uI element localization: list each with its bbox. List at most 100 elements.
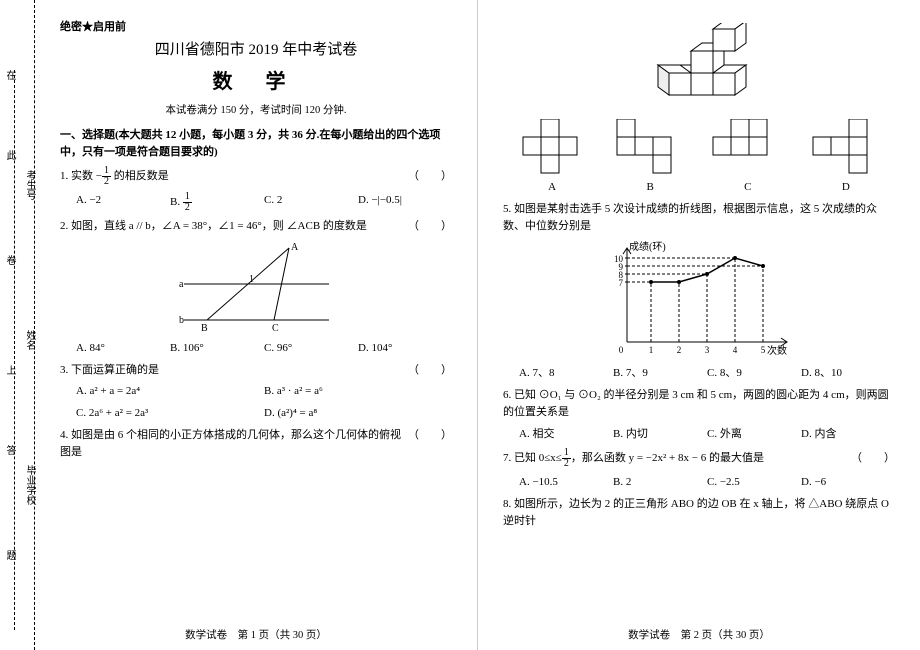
q4-paren: （ ）: [408, 427, 452, 444]
page-2: A B C D 5. 如图是某射击选手 5 次设计成绩的折线图，根据图示信息，这…: [478, 0, 920, 650]
q4-options-figure: [503, 119, 895, 179]
question-3: 3. 下面运算正确的是 （ ） A. a² + a = 2a⁴ B. a³ · …: [60, 362, 452, 422]
q7-opt-c: C. −2.5: [707, 474, 801, 491]
frac-1-2b: 12: [183, 192, 192, 213]
q1-paren: （ ）: [408, 168, 452, 185]
secret-label: 绝密★启用前: [60, 18, 452, 34]
q6-opt-b: B. 内切: [613, 426, 707, 443]
svg-text:a: a: [179, 279, 184, 290]
svg-text:A: A: [291, 242, 299, 253]
svg-text:5: 5: [761, 345, 766, 355]
q3-opt-b: B. a³ · a² = a⁶: [264, 383, 452, 400]
q7-post: ，那么函数 y = −2x² + 8x − 6 的最大值是: [571, 452, 764, 464]
q7-paren: （ ）: [851, 450, 895, 467]
footer-left: 数学试卷 第 1 页（共 30 页）: [35, 627, 477, 642]
ylabel: 成绩(环): [629, 240, 666, 253]
binding-margin: 在 此 卷 上 答 题 考生号 姓名 毕业学校: [0, 0, 35, 650]
pages-container: 绝密★启用前 四川省德阳市 2019 年中考试卷 数 学 本试卷满分 150 分…: [35, 0, 920, 650]
title: 四川省德阳市 2019 年中考试卷: [60, 38, 452, 59]
net-d: [807, 119, 885, 179]
q2-paren: （ ）: [408, 218, 452, 235]
svg-text:7: 7: [619, 278, 624, 288]
svg-text:4: 4: [733, 345, 738, 355]
svg-text:b: b: [179, 315, 184, 326]
q3-opt-d: D. (a²)⁴ = a⁸: [264, 405, 452, 422]
q5-opt-c: C. 8、9: [707, 365, 801, 382]
net-b: [611, 119, 689, 179]
q1-opt-d: D. −|−0.5|: [358, 192, 452, 213]
q5-stem: 5. 如图是某射击选手 5 次设计成绩的折线图，根据图示信息，这 5 次成绩的众…: [503, 203, 877, 232]
q1b-prefix: B.: [170, 196, 183, 208]
q1-stem-post: 的相反数是: [111, 170, 169, 182]
net-label-a: A: [548, 181, 556, 193]
q2-opt-c: C. 96°: [264, 340, 358, 357]
q1-opt-a: A. −2: [76, 192, 170, 213]
net-a: [513, 119, 591, 179]
svg-text:C: C: [272, 323, 279, 334]
margin-char-1: 在: [2, 70, 17, 80]
net-label-d: D: [842, 181, 850, 193]
q2-svg: a b A B C 1: [169, 240, 344, 335]
svg-text:3: 3: [705, 345, 710, 355]
subject: 数 学: [60, 65, 452, 94]
question-1: 1. 实数 −12 的相反数是 （ ） A. −2 B. 12 C. 2 D. …: [60, 166, 452, 213]
svg-text:2: 2: [677, 345, 682, 355]
q7-opt-b: B. 2: [613, 474, 707, 491]
q1-stem-pre: 1. 实数 −: [60, 170, 102, 182]
question-4: 4. 如图是由 6 个相同的小正方体搭成的几何体，那么这个几何体的俯视图是 （ …: [60, 427, 452, 461]
page-1: 绝密★启用前 四川省德阳市 2019 年中考试卷 数 学 本试卷满分 150 分…: [35, 0, 478, 650]
q6-stem: 6. 已知 ⊙O₁ 与 ⊙O₂ 的半径分别是 3 cm 和 5 cm，两圆的圆心…: [503, 389, 889, 418]
q2-opt-a: A. 84°: [76, 340, 170, 357]
q4-stem: 4. 如图是由 6 个相同的小正方体搭成的几何体，那么这个几何体的俯视图是: [60, 427, 408, 461]
q4-option-labels: A B C D: [503, 181, 895, 193]
q1-opt-b: B. 12: [170, 192, 264, 213]
svg-text:1: 1: [649, 345, 654, 355]
q1-opt-c: C. 2: [264, 192, 358, 213]
q7-opt-a: A. −10.5: [519, 474, 613, 491]
q8-stem: 8. 如图所示，边长为 2 的正三角形 ABO 的边 OB 在 x 轴上，将 △…: [503, 498, 889, 527]
q1-stem: 1. 实数 −12 的相反数是: [60, 166, 169, 187]
margin-char-2: 此: [2, 150, 17, 160]
question-5: 5. 如图是某射击选手 5 次设计成绩的折线图，根据图示信息，这 5 次成绩的众…: [503, 201, 895, 382]
q5-opt-d: D. 8、10: [801, 365, 895, 382]
margin-char-6: 题: [2, 550, 17, 560]
q5-opt-b: B. 7、9: [613, 365, 707, 382]
q2-figure: a b A B C 1: [60, 240, 452, 335]
q6-opt-a: A. 相交: [519, 426, 613, 443]
q4-3d-figure: [503, 23, 895, 113]
q5-opt-a: A. 7、8: [519, 365, 613, 382]
svg-text:0: 0: [619, 345, 624, 355]
q5-chart: 成绩(环) 次数 10 9 8 7 12345 0: [503, 240, 895, 360]
xlabel: 次数: [767, 344, 787, 357]
line-chart-svg: 成绩(环) 次数 10 9 8 7 12345 0: [599, 240, 799, 360]
q7-pre: 7. 已知 0≤x≤: [503, 452, 562, 464]
margin-char-5: 答: [2, 445, 17, 455]
footer-right: 数学试卷 第 2 页（共 30 页）: [478, 627, 920, 642]
q2-stem: 2. 如图，直线 a // b，∠A = 38°，∠1 = 46°，则 ∠ACB…: [60, 218, 367, 235]
net-label-c: C: [744, 181, 751, 193]
net-c: [709, 119, 787, 179]
svg-text:1: 1: [249, 274, 254, 285]
net-label-b: B: [646, 181, 653, 193]
subtitle: 本试卷满分 150 分，考试时间 120 分钟.: [60, 102, 452, 117]
q3-stem: 3. 下面运算正确的是: [60, 362, 159, 379]
frac-1-2-q7: 12: [562, 448, 571, 469]
q2-opt-b: B. 106°: [170, 340, 264, 357]
q3-opt-a: A. a² + a = 2a⁴: [76, 383, 264, 400]
q6-opt-d: D. 内含: [801, 426, 895, 443]
q3-paren: （ ）: [408, 362, 452, 379]
q7-opt-d: D. −6: [801, 474, 895, 491]
margin-char-4: 上: [2, 365, 17, 375]
q6-opt-c: C. 外离: [707, 426, 801, 443]
frac-1-2: 12: [102, 166, 111, 187]
question-2: 2. 如图，直线 a // b，∠A = 38°，∠1 = 46°，则 ∠ACB…: [60, 218, 452, 357]
q2-opt-d: D. 104°: [358, 340, 452, 357]
margin-char-3: 卷: [2, 255, 17, 265]
svg-text:B: B: [201, 323, 208, 334]
q7-stem: 7. 已知 0≤x≤12，那么函数 y = −2x² + 8x − 6 的最大值…: [503, 448, 764, 469]
question-7: 7. 已知 0≤x≤12，那么函数 y = −2x² + 8x − 6 的最大值…: [503, 448, 895, 491]
section-1-heading: 一、选择题(本大题共 12 小题，每小题 3 分，共 36 分.在每小题给出的四…: [60, 127, 452, 161]
q3-opt-c: C. 2a⁶ + a² = 2a³: [76, 405, 264, 422]
question-8: 8. 如图所示，边长为 2 的正三角形 ABO 的边 OB 在 x 轴上，将 △…: [503, 496, 895, 530]
question-6: 6. 已知 ⊙O₁ 与 ⊙O₂ 的半径分别是 3 cm 和 5 cm，两圆的圆心…: [503, 387, 895, 443]
